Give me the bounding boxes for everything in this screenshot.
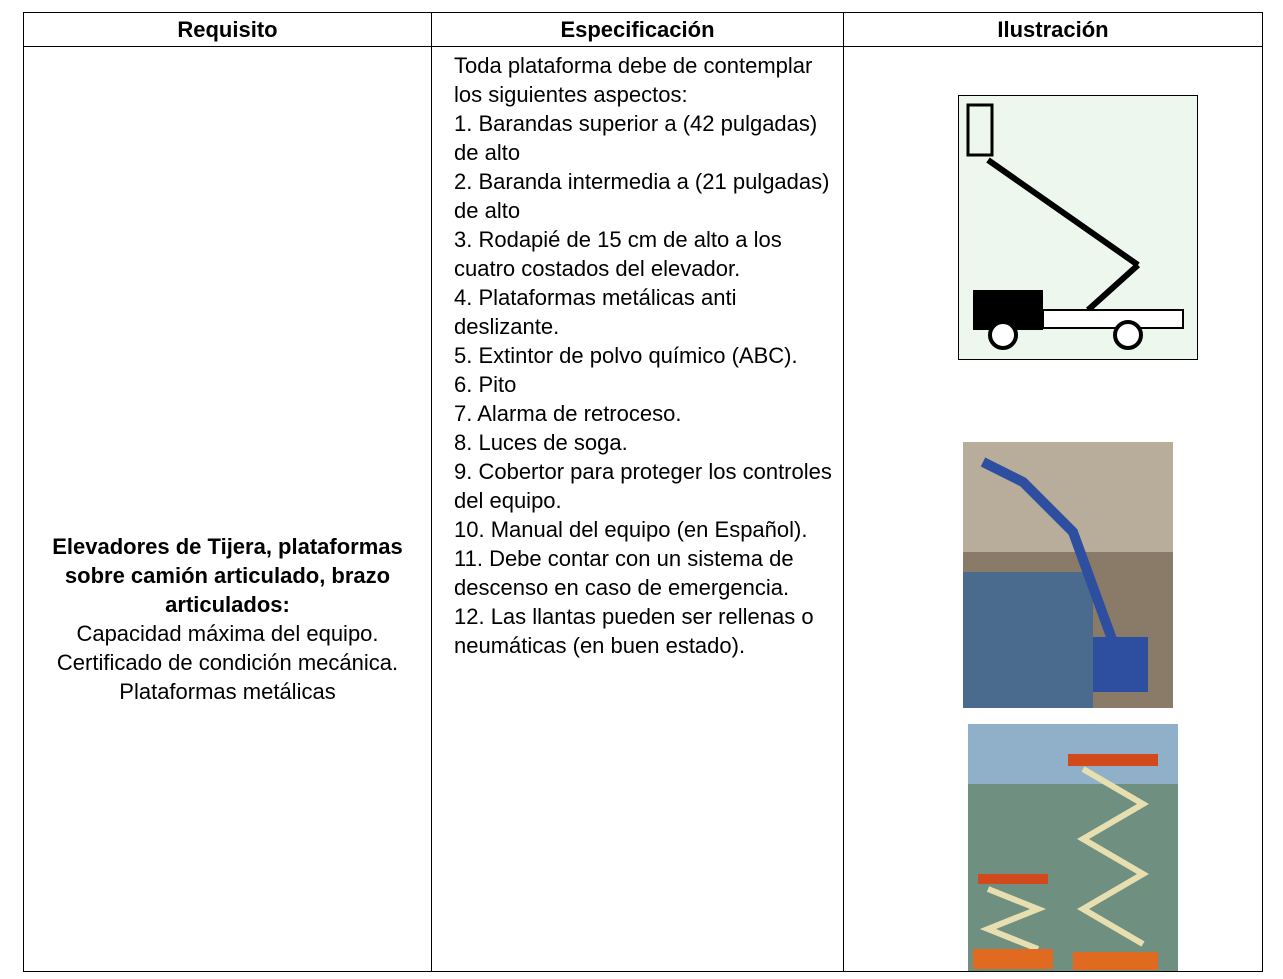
truck-illustration <box>958 95 1198 360</box>
header-cell: Especificación <box>431 12 844 47</box>
specification-item: 10. Manual del equipo (en Español). <box>454 517 808 542</box>
specification-intro: Toda plataforma debe de contemplar los s… <box>454 53 813 107</box>
requirement-line: Plataformas metálicas <box>119 679 336 704</box>
requirement-cell: Elevadores de Tijera, plataformas sobre … <box>23 46 432 972</box>
requirement-line: Certificado de condición mecánica. <box>56 650 399 675</box>
specification-item: 5. Extintor de polvo químico (ABC). <box>454 343 798 368</box>
specification-item: 6. Pito <box>454 372 517 397</box>
specification-item: 8. Luces de soga. <box>454 430 628 455</box>
requirement-line: Capacidad máxima del equipo. <box>76 621 379 646</box>
illustration-cell <box>843 46 1263 972</box>
specification-item: 3. Rodapié de 15 cm de alto a los cuatro… <box>454 227 782 281</box>
header-cell: Ilustración <box>843 12 1263 47</box>
specification-item: 11. Debe contar con un sistema de descen… <box>454 546 794 600</box>
boom-lift-photo <box>963 442 1173 708</box>
specification-item: 7. Alarma de retroceso. <box>454 401 682 426</box>
specification-item: 12. Las llantas pueden ser rellenas o ne… <box>454 604 814 658</box>
specification-item: 2. Baranda intermedia a (21 pulgadas) de… <box>454 169 830 223</box>
specification-item: 4. Plataformas metálicas anti deslizante… <box>454 285 737 339</box>
header-cell: Requisito <box>23 12 432 47</box>
requirement-title: Elevadores de Tijera, plataformas sobre … <box>52 534 403 617</box>
specification-item: 1. Barandas superior a (42 pulgadas) de … <box>454 111 818 165</box>
scissor-lift-photo <box>968 724 1178 971</box>
specification-item: 9. Cobertor para proteger los controles … <box>454 459 832 513</box>
specification-cell: Toda plataforma debe de contemplar los s… <box>431 46 844 972</box>
